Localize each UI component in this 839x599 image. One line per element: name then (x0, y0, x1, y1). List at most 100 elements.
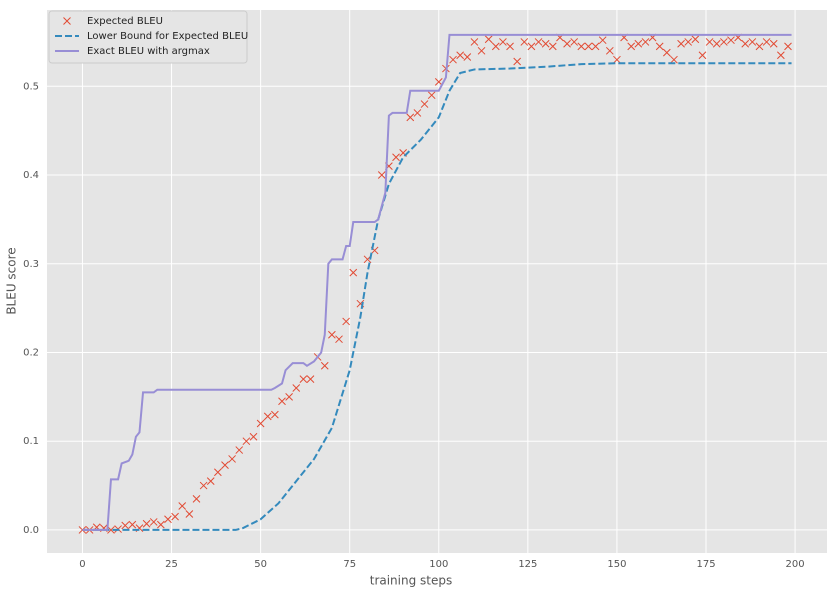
scatter-point (534, 38, 543, 46)
scatter-point (719, 38, 728, 46)
scatter-point (271, 410, 279, 419)
x-tick-label: 125 (518, 559, 537, 570)
scatter-point (206, 477, 215, 485)
scatter-point (691, 35, 700, 44)
scatter-point (406, 113, 415, 122)
scatter-point (655, 42, 664, 51)
scatter-point (164, 515, 172, 524)
scatter-point (670, 55, 678, 64)
scatter-point (541, 39, 550, 48)
scatter-point (605, 46, 614, 55)
scatter-point (598, 36, 607, 45)
scatter-point (712, 39, 721, 48)
scatter-point (149, 518, 158, 526)
legend-marker (63, 17, 71, 25)
scatter-point (320, 361, 329, 370)
scatter-point (641, 38, 650, 46)
x-tick-label: 100 (429, 559, 448, 570)
legend-label: Expected BLEU (87, 16, 163, 27)
scatter-point (677, 39, 685, 48)
scatter-point (285, 392, 293, 401)
x-tick-label: 200 (786, 559, 805, 570)
scatter-point (449, 55, 457, 64)
scatter-point (306, 375, 315, 383)
scatter-point (392, 153, 400, 162)
x-axis-label: training steps (370, 574, 453, 588)
legend-label: Exact BLEU with argmax (87, 46, 210, 57)
scatter-point (235, 446, 244, 454)
y-tick-label: 0.1 (23, 436, 39, 447)
x-tick-label: 0 (79, 559, 85, 570)
scatter-point (178, 502, 187, 510)
scatter-point (684, 38, 693, 46)
scatter-point (520, 38, 529, 46)
scatter-point (349, 268, 358, 277)
scatter-point (477, 46, 486, 55)
scatter-point (342, 317, 350, 326)
scatter-point (456, 51, 465, 60)
plot (78, 33, 792, 534)
scatter-point (584, 42, 593, 51)
line-series (82, 33, 792, 531)
scatter-point (463, 53, 472, 61)
scatter-point (328, 330, 336, 339)
scatter-point (563, 39, 571, 48)
y-tick-label: 0.5 (23, 81, 39, 92)
scatter-point (577, 42, 586, 51)
line-series (82, 62, 792, 531)
scatter-point (420, 100, 429, 108)
scatter-point (634, 39, 643, 48)
legend-box (48, 10, 248, 64)
scatter-point (221, 461, 229, 470)
x-tick-label: 175 (696, 559, 715, 570)
scatter-point (299, 375, 308, 383)
y-tick-label: 0.4 (23, 170, 39, 181)
scatter-point (741, 39, 750, 48)
scatter-point (777, 51, 785, 60)
scatter-point (249, 432, 258, 441)
scatter-point (491, 42, 500, 51)
scatter-point (121, 521, 130, 530)
legend: Expected BLEU Lower Bound for Expected BL… (48, 10, 248, 64)
scatter-point (484, 35, 493, 44)
scatter-point (499, 38, 507, 46)
scatter-point (527, 42, 536, 51)
y-axis-label: BLEU score (5, 247, 19, 314)
plot-area (47, 10, 827, 553)
scatter-point (156, 520, 165, 529)
x-tick-label: 25 (165, 559, 178, 570)
scatter-point (292, 384, 301, 392)
scatter-point (470, 38, 479, 46)
x-tick-label: 75 (343, 559, 356, 570)
y-tick-label: 0.3 (23, 259, 39, 270)
scatter-point (627, 42, 636, 51)
scatter-point (434, 78, 443, 86)
scatter-point (128, 520, 137, 529)
scatter-point (228, 455, 236, 463)
scatter-point (185, 510, 194, 518)
x-tick-label: 50 (254, 559, 267, 570)
x-tick-label: 150 (607, 559, 626, 570)
legend-label: Lower Bound for Expected BLEU (87, 31, 248, 42)
scatter-point (705, 38, 714, 46)
scatter-point (278, 397, 286, 406)
scatter-point (698, 51, 707, 60)
scatter-point (263, 412, 272, 421)
scatter-point (762, 38, 771, 46)
scatter-point (107, 526, 115, 534)
scatter-point (242, 437, 251, 446)
scatter-point (591, 42, 600, 51)
scatter-point (506, 42, 514, 51)
scatter-point (142, 519, 151, 528)
scatter-point (171, 512, 179, 521)
y-tick-label: 0.0 (23, 525, 39, 536)
scatter-point (548, 42, 557, 51)
scatter-point (755, 42, 764, 51)
scatter-point (748, 38, 757, 46)
scatter-point (769, 39, 778, 48)
scatter-point (662, 48, 671, 57)
scatter-point (427, 91, 436, 100)
scatter-point (413, 109, 422, 117)
